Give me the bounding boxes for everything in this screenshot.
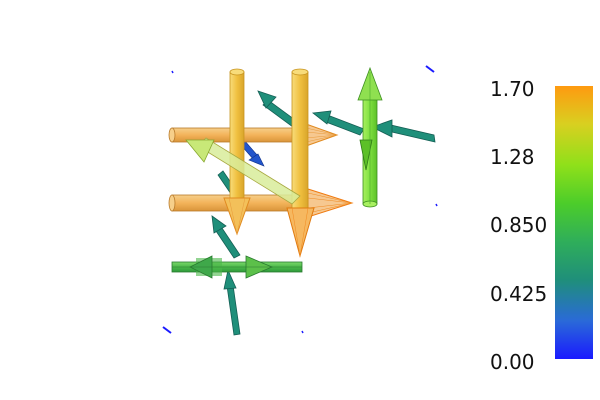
colorbar-tick-label: 0.425 (490, 282, 548, 306)
small-glyphs (162, 65, 438, 334)
small-arrow-glyph (171, 70, 174, 74)
teal-arrow-head (370, 119, 393, 138)
teal-arrow-head (223, 268, 237, 290)
small-arrow-glyph (435, 203, 438, 207)
green-vertical-tube (357, 66, 383, 208)
vertical-arrowhead (223, 197, 251, 236)
colorbar-tick-label: 0.00 (490, 350, 535, 374)
small-arrow-glyph (425, 65, 435, 73)
teal-arrow-head (211, 215, 227, 234)
colorbar-tick-label: 1.28 (490, 145, 535, 169)
diagonal-arrow (185, 137, 301, 205)
colorbar-gradient (555, 86, 593, 359)
teal-arrow-head (311, 110, 332, 125)
colorbar-tick-label: 0.850 (490, 213, 548, 237)
colorbar-tick-label: 1.70 (490, 77, 535, 101)
small-arrow-glyph (301, 330, 304, 334)
small-arrow-glyph (162, 326, 172, 334)
green-horizontal-arrow (171, 255, 303, 279)
teal-arrows (211, 90, 436, 336)
teal-arrow-head (257, 90, 277, 109)
